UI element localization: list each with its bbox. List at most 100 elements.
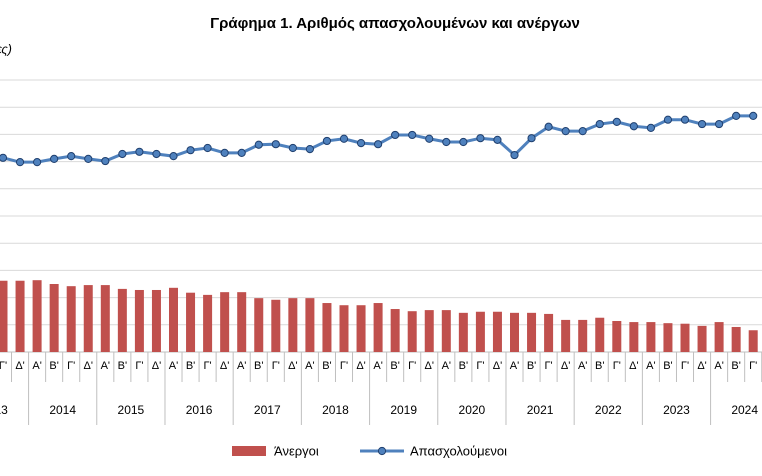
bar <box>356 305 366 352</box>
marker <box>254 140 263 149</box>
x-tick-label: Α' <box>32 360 41 372</box>
legend-swatch <box>232 446 266 456</box>
marker <box>15 158 25 167</box>
marker <box>578 127 587 136</box>
line <box>2 114 754 164</box>
x-tick-label: Δ' <box>697 360 706 372</box>
marker <box>442 137 451 147</box>
bar <box>629 322 639 352</box>
marker <box>322 136 332 146</box>
year-label: 2019 <box>390 403 417 417</box>
bar <box>595 317 605 352</box>
bar <box>697 325 707 352</box>
x-tick-label: Α' <box>510 360 519 372</box>
x-tick-label: Β' <box>322 360 331 372</box>
bar <box>322 303 332 352</box>
bar <box>305 298 315 352</box>
x-tick-label: Β' <box>254 360 263 372</box>
bar <box>646 322 656 352</box>
x-tick-label: Γ' <box>545 360 553 372</box>
x-tick-label: Δ' <box>561 360 570 372</box>
x-tick-label: Α' <box>578 360 587 372</box>
marker <box>697 119 707 129</box>
bar <box>220 292 230 352</box>
x-tick-label: Δ' <box>288 360 297 372</box>
legend-label: Απασχολούμενοι <box>410 443 507 458</box>
marker <box>544 122 553 131</box>
x-tick-label: Β' <box>49 360 58 372</box>
x-tick-label: Α' <box>442 360 451 372</box>
x-tick-label: Β' <box>595 360 604 372</box>
marker <box>356 139 366 148</box>
marker <box>663 115 673 124</box>
marker <box>459 137 468 147</box>
x-tick-label: Β' <box>186 360 195 372</box>
year-label: 2020 <box>459 403 486 417</box>
bar <box>578 319 588 352</box>
x-tick-label: Δ' <box>152 360 161 372</box>
year-label: 2016 <box>186 403 213 417</box>
x-tick-label: Γ' <box>681 360 689 372</box>
x-tick-label: Γ' <box>67 360 75 372</box>
marker <box>680 115 690 124</box>
x-tick-label: Β' <box>527 360 536 372</box>
bar <box>663 323 673 352</box>
marker <box>493 135 502 144</box>
bar <box>527 312 537 352</box>
marker <box>67 152 76 161</box>
marker <box>50 154 59 163</box>
x-tick-label: Δ' <box>356 360 365 372</box>
marker <box>476 134 485 143</box>
marker <box>408 130 417 140</box>
bar <box>612 320 622 352</box>
bar <box>271 299 281 352</box>
marker <box>220 148 229 157</box>
x-tick-label: Δ' <box>493 360 502 372</box>
x-tick-label: Α' <box>714 360 723 372</box>
year-label: 2014 <box>49 403 76 417</box>
x-tick-label: Α' <box>101 360 110 372</box>
bar <box>424 310 434 352</box>
bar <box>544 313 554 352</box>
marker <box>646 123 656 132</box>
x-tick-label: Γ' <box>749 360 757 372</box>
marker <box>391 130 400 140</box>
x-tick-label: Γ' <box>476 360 484 372</box>
year-label: 2022 <box>595 403 622 417</box>
subtitle: (χιλιάδες) <box>0 41 12 56</box>
marker <box>186 146 195 155</box>
bar <box>288 298 298 352</box>
bar <box>117 288 127 352</box>
year-label: 2021 <box>527 403 554 417</box>
bar <box>134 289 144 352</box>
x-tick-label: Α' <box>646 360 655 372</box>
x-tick-label: Β' <box>390 360 399 372</box>
legend-swatch <box>377 446 387 456</box>
marker <box>305 144 314 154</box>
marker <box>169 152 178 161</box>
x-tick-label: Β' <box>731 360 740 372</box>
marker <box>749 111 758 121</box>
bar <box>510 312 519 352</box>
x-tick-label: Γ' <box>408 360 416 372</box>
legend-label: Άνεργοι <box>274 443 319 458</box>
marker <box>152 149 161 159</box>
bar <box>731 326 741 352</box>
bar <box>714 322 724 352</box>
x-tick-label: Δ' <box>425 360 434 372</box>
bar <box>100 285 110 352</box>
bar <box>748 330 758 352</box>
marker <box>732 111 741 121</box>
marker <box>118 149 127 159</box>
marker <box>237 148 246 157</box>
bar <box>83 285 93 352</box>
marker <box>374 140 383 149</box>
x-tick-label: Α' <box>169 360 178 372</box>
x-tick-label: Β' <box>663 360 672 372</box>
bar <box>169 287 178 352</box>
x-tick-label: Δ' <box>220 360 229 372</box>
x-tick-label: Γ' <box>135 360 143 372</box>
year-label: 2013 <box>0 403 8 417</box>
bar <box>492 311 502 352</box>
